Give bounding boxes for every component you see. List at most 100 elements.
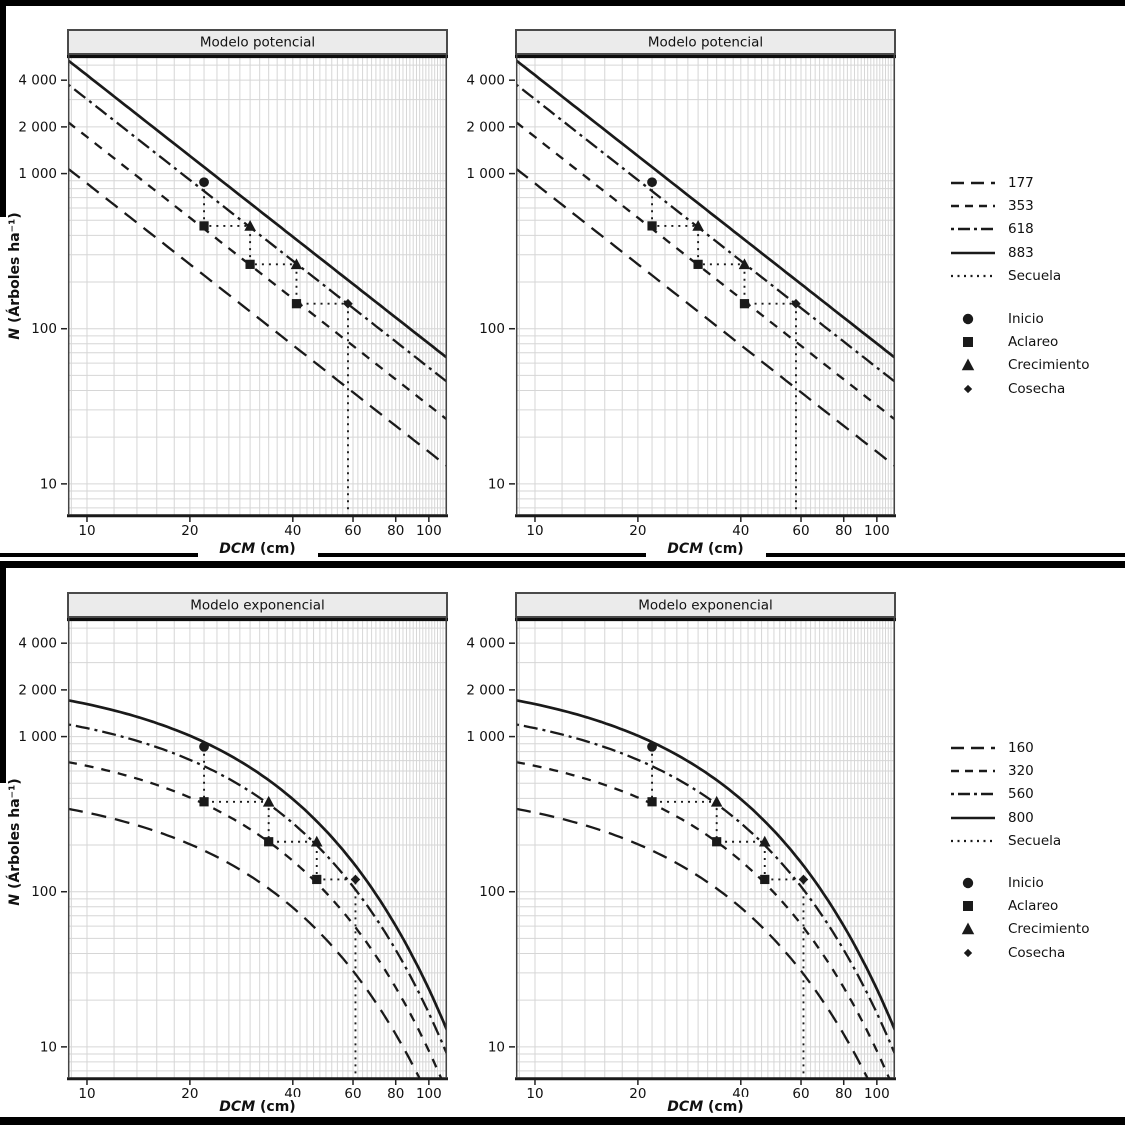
- y-tick-label: 1 000: [466, 166, 505, 182]
- y-tick-label: 100: [479, 321, 505, 337]
- panel-potencial-left: Modelo potencial 10 20 40 60 80 100 4 000 2 000 1…: [18, 29, 448, 539]
- y-axis-ticks: 4 000 2 000 1 000 100 10: [18, 636, 67, 1055]
- isoline-618: [68, 83, 447, 383]
- x-tick-label: 80: [387, 1086, 404, 1102]
- marker-inicio-0: [647, 177, 657, 188]
- marker-aclareo-3: [712, 837, 722, 847]
- x-tick-label: 40: [732, 1086, 749, 1102]
- x-tick-label: 100: [864, 1086, 890, 1102]
- marker-crecimiento-2: [692, 219, 704, 231]
- y-tick-label: 10: [40, 476, 57, 492]
- isoline-560: [68, 723, 447, 1055]
- isoline-320: [68, 760, 443, 1078]
- x-axis-ticks: 10 20 40 60 80 100: [78, 1080, 442, 1102]
- x-tick-label: 60: [344, 523, 361, 539]
- panel-title-strip: Modelo potencial: [67, 29, 448, 55]
- x-tick-label: 60: [792, 523, 809, 539]
- marker-aclareo-3: [693, 259, 703, 269]
- marker-aclareo-3: [245, 259, 255, 269]
- y-tick-label: 10: [488, 1039, 505, 1055]
- x-tick-label: 20: [181, 1086, 198, 1102]
- marker-cosecha-6: [343, 298, 353, 309]
- panel-title: Modelo potencial: [648, 35, 763, 51]
- y-tick-label: 2 000: [18, 682, 57, 698]
- marker-aclareo-1: [647, 221, 657, 231]
- x-tick-label: 60: [344, 1086, 361, 1102]
- isoline-618: [516, 83, 895, 383]
- y-tick-label: 4 000: [466, 636, 505, 652]
- plot-frame: [67, 53, 448, 518]
- x-tick-label: 100: [416, 1086, 442, 1102]
- x-tick-label: 20: [181, 523, 198, 539]
- y-tick-label: 4 000: [466, 73, 505, 89]
- plot-frame: [515, 616, 896, 1081]
- panel-exponencial-right: Modelo exponencial 10 20 40 60 80 100 4 000 2 00…: [466, 592, 896, 1102]
- x-tick-label: 20: [629, 523, 646, 539]
- marker-inicio-0: [647, 741, 657, 752]
- isoline-800: [68, 698, 447, 1031]
- marker-crecimiento-4: [290, 258, 303, 270]
- x-tick-label: 80: [835, 1086, 852, 1102]
- marker-cosecha-6: [350, 874, 361, 885]
- isoline-353: [68, 121, 447, 421]
- x-tick-label: 100: [416, 523, 442, 539]
- x-tick-label: 10: [526, 523, 543, 539]
- isoline-160: [516, 807, 869, 1078]
- secuela-trajectory: [199, 177, 353, 514]
- isolines: [68, 59, 447, 468]
- secuela-trajectory: [647, 741, 809, 1077]
- x-tick-label: 10: [526, 1086, 543, 1102]
- grid: [68, 54, 447, 515]
- y-tick-label: 1 000: [18, 729, 57, 745]
- plot-frame: [67, 616, 448, 1081]
- marker-cosecha-6: [798, 874, 809, 885]
- isoline-177: [68, 167, 447, 468]
- panel-potencial-right: Modelo potencial 10 20 40 60 80 100 4 000 2 000 1…: [466, 29, 896, 539]
- marker-inicio-0: [199, 177, 209, 188]
- marker-crecimiento-4: [738, 258, 751, 270]
- y-tick-label: 100: [479, 884, 505, 900]
- marker-aclareo-1: [647, 797, 657, 807]
- x-tick-label: 80: [835, 523, 852, 539]
- grid: [516, 54, 895, 515]
- y-tick-label: 100: [31, 321, 57, 337]
- isoline-560: [516, 723, 895, 1055]
- x-axis-ticks: 10 20 40 60 80 100: [526, 517, 890, 539]
- isoline-160: [68, 807, 421, 1078]
- plot-frame: [515, 53, 896, 518]
- y-tick-label: 10: [488, 476, 505, 492]
- panel-title-strip: Modelo potencial: [515, 29, 896, 55]
- panel-title: Modelo exponencial: [190, 598, 325, 614]
- isoline-353: [516, 121, 895, 421]
- marker-aclareo-5: [760, 874, 770, 885]
- isoline-883: [68, 59, 447, 359]
- marker-aclareo-5: [291, 299, 302, 309]
- x-tick-label: 20: [629, 1086, 646, 1102]
- y-tick-label: 4 000: [18, 636, 57, 652]
- isolines: [516, 59, 895, 468]
- panel-title-strip: Modelo exponencial: [515, 592, 896, 618]
- panel-exponencial-left: Modelo exponencial 10 20 40 60 80 100 4 000 2 00…: [18, 592, 448, 1102]
- x-tick-label: 60: [792, 1086, 809, 1102]
- x-tick-label: 40: [732, 523, 749, 539]
- secuela-trajectory: [199, 741, 361, 1077]
- secuela-trajectory: [647, 177, 801, 514]
- isoline-883: [516, 59, 895, 359]
- y-tick-label: 100: [31, 884, 57, 900]
- x-axis-ticks: 10 20 40 60 80 100: [526, 1080, 890, 1102]
- isoline-177: [516, 167, 895, 468]
- isolines: [516, 698, 895, 1078]
- y-axis-ticks: 4 000 2 000 1 000 100 10: [466, 636, 515, 1055]
- marker-aclareo-5: [312, 874, 322, 885]
- y-tick-label: 4 000: [18, 73, 57, 89]
- y-axis-ticks: 4 000 2 000 1 000 100 10: [466, 73, 515, 492]
- isolines: [68, 698, 447, 1078]
- x-tick-label: 10: [78, 1086, 95, 1102]
- isoline-320: [516, 760, 891, 1078]
- isoline-800: [516, 698, 895, 1031]
- panel-title: Modelo potencial: [200, 35, 315, 51]
- y-axis-ticks: 4 000 2 000 1 000 100 10: [18, 73, 67, 492]
- y-tick-label: 2 000: [466, 682, 505, 698]
- grid: [68, 617, 447, 1078]
